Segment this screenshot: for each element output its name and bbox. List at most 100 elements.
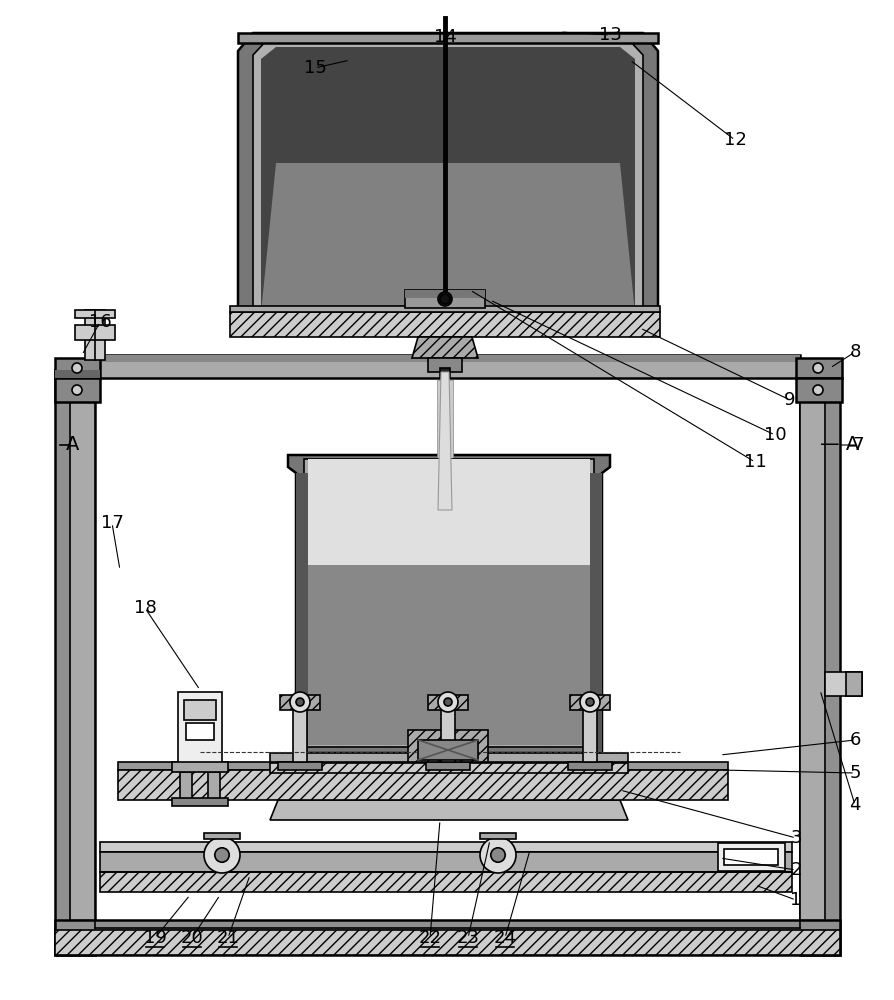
Text: 16: 16 (89, 313, 112, 331)
Polygon shape (426, 762, 470, 770)
Circle shape (72, 385, 82, 395)
Circle shape (491, 848, 505, 862)
Polygon shape (208, 772, 220, 800)
Text: 24: 24 (493, 929, 517, 947)
Text: 9: 9 (784, 391, 796, 409)
Polygon shape (75, 325, 115, 340)
Polygon shape (270, 800, 628, 820)
Polygon shape (428, 358, 462, 372)
Polygon shape (55, 930, 840, 955)
Polygon shape (405, 290, 485, 308)
Polygon shape (293, 705, 307, 762)
Polygon shape (204, 833, 240, 839)
Polygon shape (261, 47, 635, 313)
Circle shape (438, 692, 458, 712)
Polygon shape (825, 672, 862, 696)
Polygon shape (408, 730, 488, 762)
Polygon shape (238, 33, 658, 43)
Polygon shape (253, 41, 643, 318)
Polygon shape (437, 380, 453, 730)
Text: 23: 23 (457, 929, 479, 947)
Polygon shape (118, 770, 728, 800)
Text: 19: 19 (144, 929, 166, 947)
Text: 12: 12 (723, 131, 746, 149)
Polygon shape (172, 798, 228, 806)
Polygon shape (100, 852, 792, 872)
Polygon shape (846, 672, 862, 696)
Polygon shape (590, 473, 602, 753)
Polygon shape (100, 842, 792, 852)
Circle shape (580, 692, 600, 712)
Polygon shape (308, 459, 590, 565)
Text: — A: — A (820, 436, 859, 454)
Polygon shape (230, 312, 660, 337)
Text: 7: 7 (852, 436, 864, 454)
Circle shape (440, 294, 450, 304)
Polygon shape (583, 705, 597, 762)
Text: 11: 11 (744, 453, 766, 471)
Polygon shape (278, 762, 322, 770)
Polygon shape (100, 872, 792, 892)
Polygon shape (186, 723, 214, 740)
Text: 13: 13 (599, 26, 621, 44)
Circle shape (813, 385, 823, 395)
Text: 21: 21 (216, 929, 240, 947)
Text: 2: 2 (790, 861, 802, 879)
Polygon shape (55, 920, 840, 955)
Circle shape (204, 837, 240, 873)
Polygon shape (412, 337, 478, 358)
Polygon shape (570, 695, 610, 710)
Circle shape (438, 292, 452, 306)
Polygon shape (288, 455, 610, 753)
Polygon shape (238, 33, 658, 323)
Polygon shape (70, 378, 95, 920)
Polygon shape (95, 355, 800, 378)
Circle shape (72, 363, 82, 373)
Polygon shape (180, 772, 192, 800)
Polygon shape (796, 378, 842, 402)
Text: 8: 8 (849, 343, 861, 361)
Polygon shape (568, 762, 612, 770)
Polygon shape (270, 753, 628, 773)
Polygon shape (441, 705, 455, 762)
Polygon shape (55, 378, 100, 402)
Polygon shape (184, 700, 216, 720)
Text: A: A (66, 436, 80, 454)
Polygon shape (55, 370, 95, 955)
Text: 14: 14 (434, 28, 457, 46)
Polygon shape (438, 372, 452, 510)
Polygon shape (405, 290, 485, 298)
Circle shape (813, 363, 823, 373)
Text: 1: 1 (790, 891, 802, 909)
Circle shape (480, 837, 516, 873)
Polygon shape (172, 762, 228, 772)
Polygon shape (278, 773, 620, 800)
Circle shape (215, 848, 229, 862)
Polygon shape (95, 355, 800, 362)
Text: 10: 10 (763, 426, 787, 444)
Polygon shape (230, 306, 660, 312)
Text: 17: 17 (100, 514, 123, 532)
Polygon shape (178, 692, 222, 765)
Polygon shape (75, 310, 115, 318)
Polygon shape (55, 370, 100, 378)
Circle shape (586, 698, 594, 706)
Polygon shape (800, 370, 840, 955)
Text: 3: 3 (790, 829, 802, 847)
Text: 4: 4 (849, 796, 861, 814)
Polygon shape (418, 740, 478, 760)
Text: 5: 5 (849, 764, 861, 782)
Polygon shape (304, 459, 594, 747)
Polygon shape (280, 695, 320, 710)
Text: 20: 20 (181, 929, 203, 947)
Polygon shape (428, 695, 468, 710)
Polygon shape (480, 833, 516, 839)
Polygon shape (261, 163, 635, 313)
Text: 22: 22 (418, 929, 442, 947)
Text: 6: 6 (849, 731, 861, 749)
Polygon shape (85, 310, 105, 360)
Polygon shape (800, 378, 825, 920)
Text: 15: 15 (304, 59, 326, 77)
Circle shape (290, 692, 310, 712)
Polygon shape (440, 368, 450, 378)
